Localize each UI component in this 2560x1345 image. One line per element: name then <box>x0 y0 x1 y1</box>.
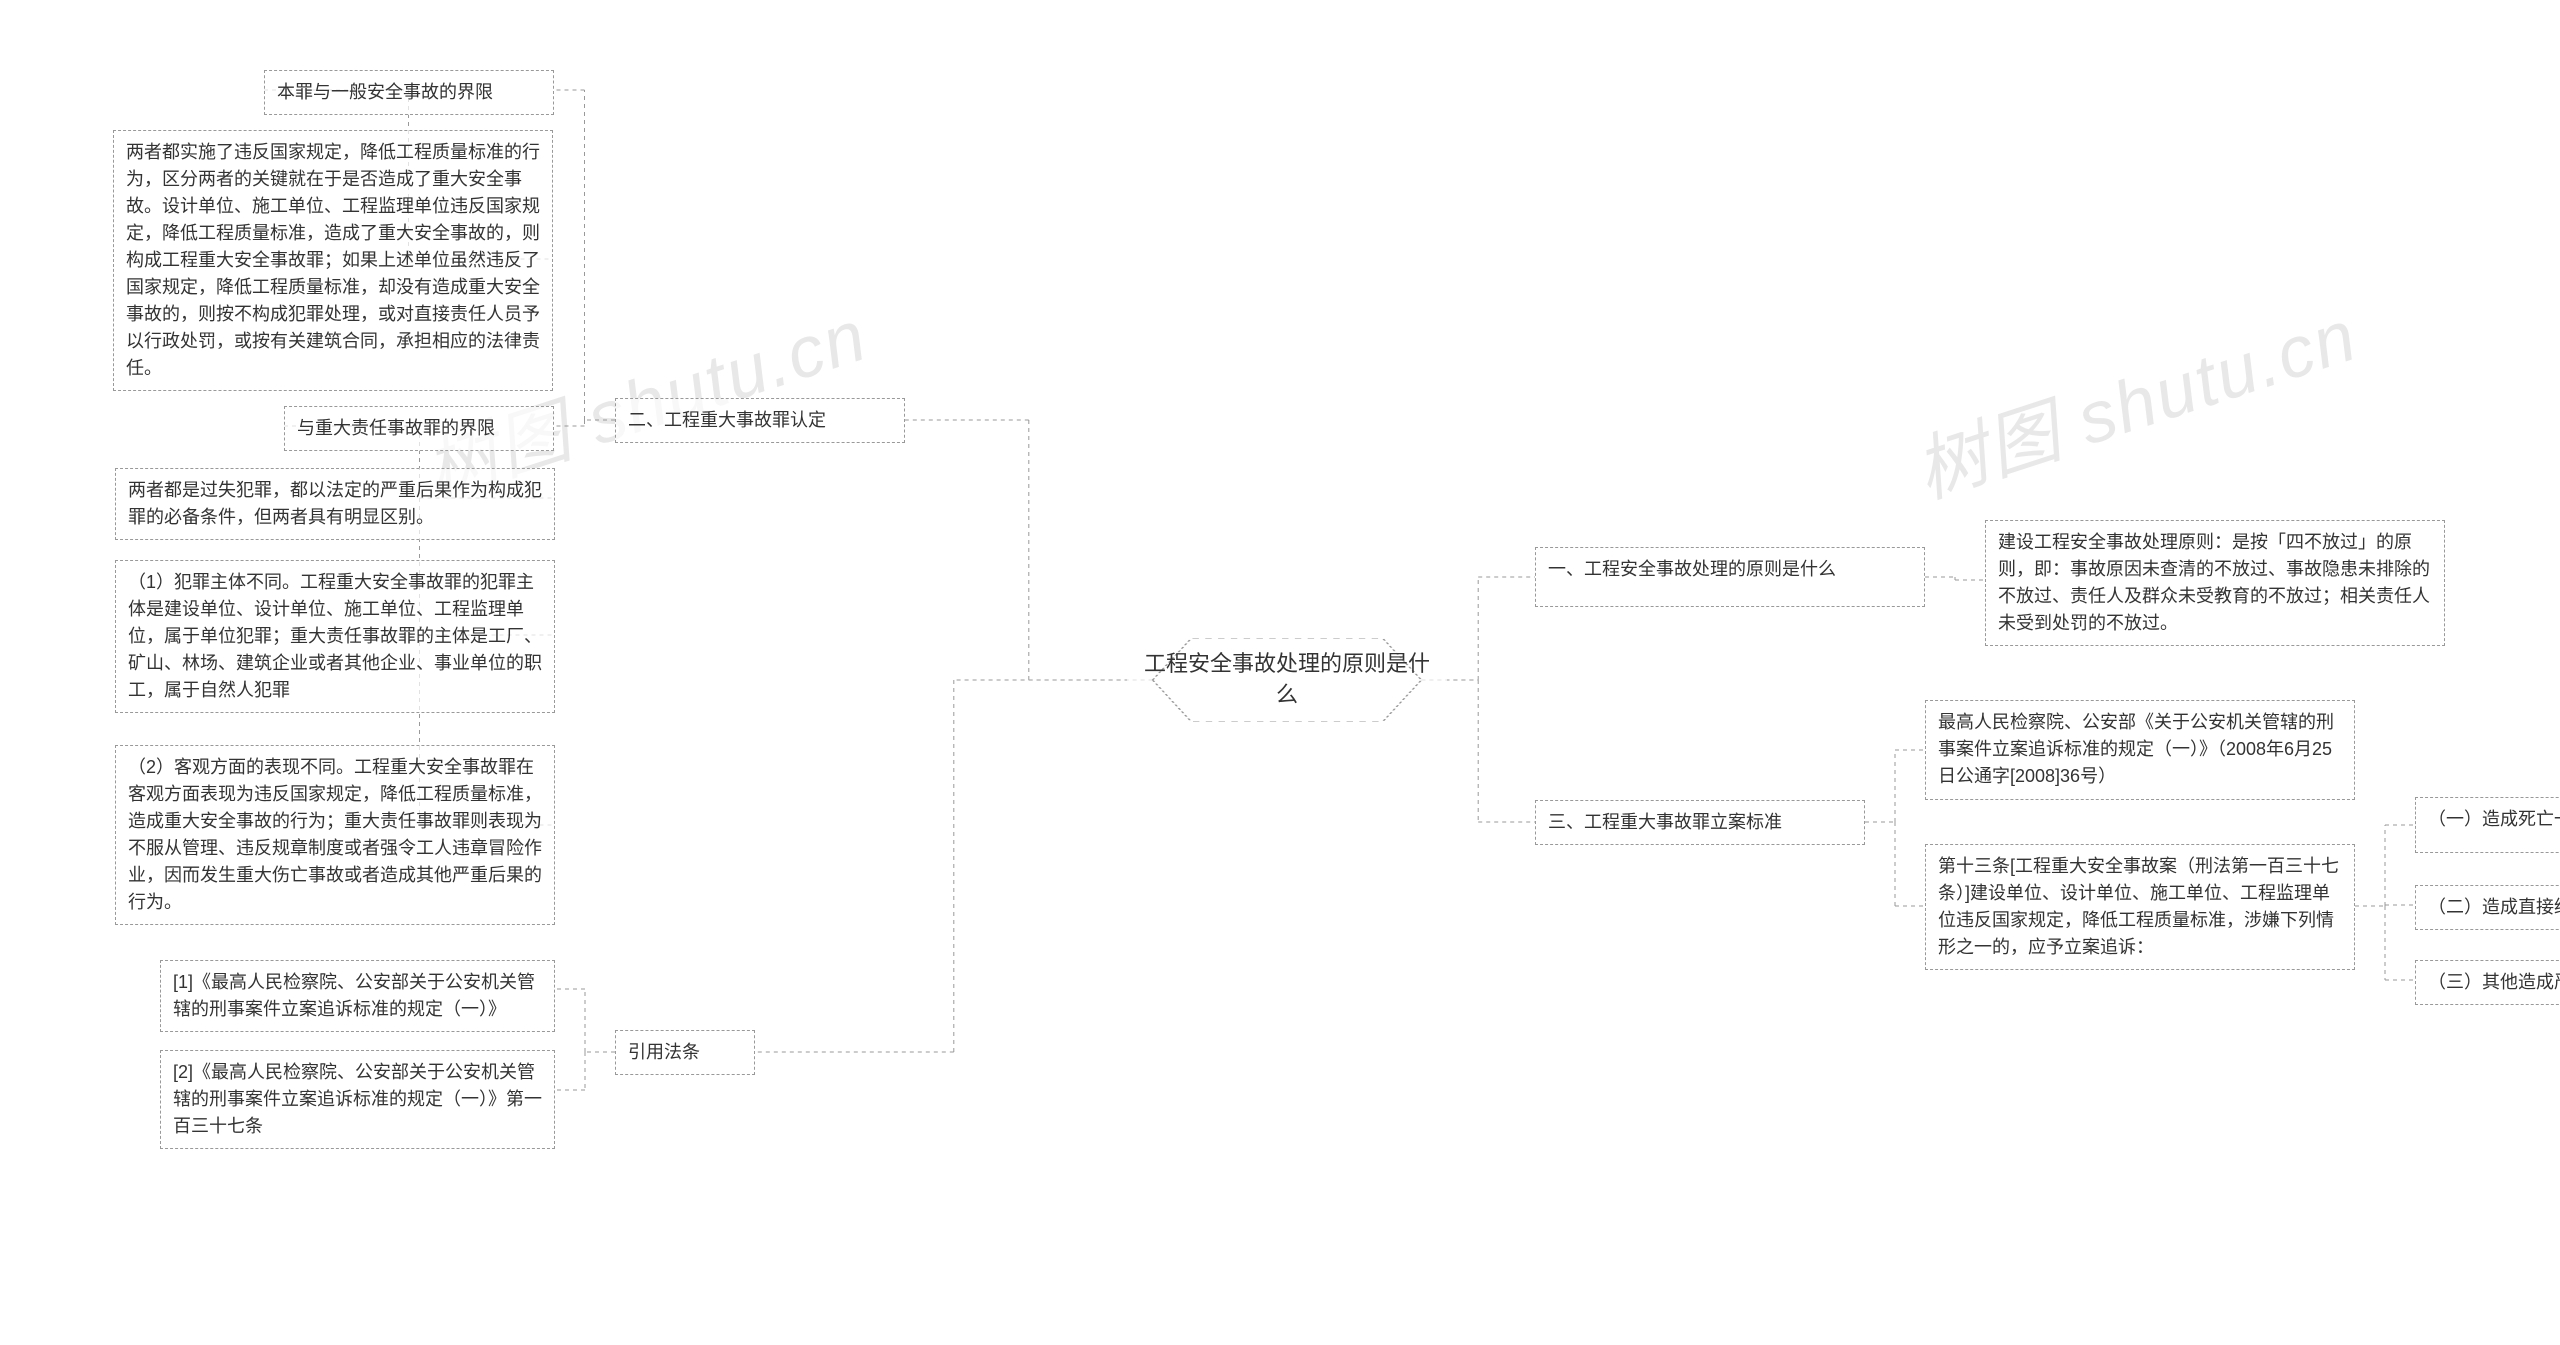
mindmap-node: （二）造成直接经济损失五十万元以上的； <box>2415 885 2560 930</box>
node-label: （1）犯罪主体不同。工程重大安全事故罪的犯罪主体是建设单位、设计单位、施工单位、… <box>128 572 542 700</box>
node-label: 与重大责任事故罪的界限 <box>297 418 495 438</box>
node-label: 两者都实施了违反国家规定，降低工程质量标准的行为，区分两者的关键就在于是否造成了… <box>126 142 540 378</box>
mindmap-node: [1]《最高人民检察院、公安部关于公安机关管辖的刑事案件立案追诉标准的规定（一）… <box>160 960 555 1032</box>
mindmap-node: 两者都是过失犯罪，都以法定的严重后果作为构成犯罪的必备条件，但两者具有明显区别。 <box>115 468 555 540</box>
mindmap-node: 建设工程安全事故处理原则：是按「四不放过」的原则，即：事故原因未查清的不放过、事… <box>1985 520 2445 646</box>
node-label: （三）其他造成严重后果的情形。 <box>2428 972 2560 992</box>
mindmap-node: 二、工程重大事故罪认定 <box>615 398 905 443</box>
node-label: （二）造成直接经济损失五十万元以上的； <box>2428 897 2560 917</box>
mindmap-node: 与重大责任事故罪的界限 <box>284 406 554 451</box>
node-label: 引用法条 <box>628 1042 700 1062</box>
node-label: （一）造成死亡一人以上，或者重伤三人以上； <box>2428 809 2560 829</box>
mindmap-node: 第十三条[工程重大安全事故案（刑法第一百三十七条）]建设单位、设计单位、施工单位… <box>1925 844 2355 970</box>
node-label: 三、工程重大事故罪立案标准 <box>1548 812 1782 832</box>
mindmap-root-label: 工程安全事故处理的原则是什么 <box>1127 649 1447 711</box>
mindmap-node: 引用法条 <box>615 1030 755 1075</box>
mindmap-node: 三、工程重大事故罪立案标准 <box>1535 800 1865 845</box>
mindmap-node: 两者都实施了违反国家规定，降低工程质量标准的行为，区分两者的关键就在于是否造成了… <box>113 130 553 391</box>
node-label: 建设工程安全事故处理原则：是按「四不放过」的原则，即：事故原因未查清的不放过、事… <box>1998 532 2430 633</box>
mindmap-node: [2]《最高人民检察院、公安部关于公安机关管辖的刑事案件立案追诉标准的规定（一）… <box>160 1050 555 1149</box>
node-label: [2]《最高人民检察院、公安部关于公安机关管辖的刑事案件立案追诉标准的规定（一）… <box>173 1062 542 1136</box>
node-label: 两者都是过失犯罪，都以法定的严重后果作为构成犯罪的必备条件，但两者具有明显区别。 <box>128 480 542 527</box>
mindmap-node: （三）其他造成严重后果的情形。 <box>2415 960 2560 1005</box>
mindmap-root: 工程安全事故处理的原则是什么 <box>1127 635 1447 725</box>
mindmap-node: 本罪与一般安全事故的界限 <box>264 70 554 115</box>
node-label: 最高人民检察院、公安部《关于公安机关管辖的刑事案件立案追诉标准的规定（一）》（2… <box>1938 712 2334 786</box>
mindmap-node: （2）客观方面的表现不同。工程重大安全事故罪在客观方面表现为违反国家规定，降低工… <box>115 745 555 925</box>
node-label: 第十三条[工程重大安全事故案（刑法第一百三十七条）]建设单位、设计单位、施工单位… <box>1938 856 2339 957</box>
mindmap-node: 一、工程安全事故处理的原则是什么 <box>1535 547 1925 607</box>
watermark: 树图 shutu.cn <box>1900 276 2368 517</box>
mindmap-node: （1）犯罪主体不同。工程重大安全事故罪的犯罪主体是建设单位、设计单位、施工单位、… <box>115 560 555 713</box>
mindmap-node: 最高人民检察院、公安部《关于公安机关管辖的刑事案件立案追诉标准的规定（一）》（2… <box>1925 700 2355 800</box>
node-label: [1]《最高人民检察院、公安部关于公安机关管辖的刑事案件立案追诉标准的规定（一）… <box>173 972 535 1019</box>
node-label: （2）客观方面的表现不同。工程重大安全事故罪在客观方面表现为违反国家规定，降低工… <box>128 757 542 912</box>
mindmap-node: （一）造成死亡一人以上，或者重伤三人以上； <box>2415 797 2560 853</box>
node-label: 本罪与一般安全事故的界限 <box>277 82 493 102</box>
node-label: 二、工程重大事故罪认定 <box>628 410 826 430</box>
node-label: 一、工程安全事故处理的原则是什么 <box>1548 559 1836 579</box>
